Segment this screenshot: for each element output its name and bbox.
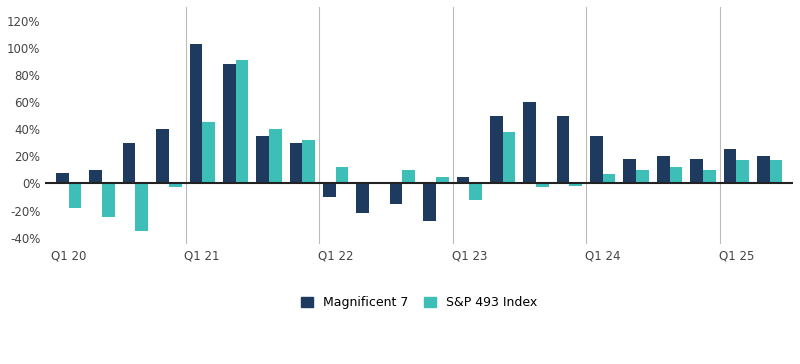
- Bar: [523, 102, 536, 183]
- Bar: [235, 60, 248, 183]
- Bar: [357, 183, 369, 213]
- Bar: [135, 183, 148, 231]
- Bar: [636, 170, 649, 183]
- Bar: [302, 140, 315, 183]
- Bar: [102, 183, 114, 217]
- Bar: [470, 183, 482, 200]
- Bar: [536, 183, 549, 187]
- Bar: [402, 170, 415, 183]
- Bar: [690, 159, 703, 183]
- Bar: [602, 174, 615, 183]
- Bar: [122, 143, 135, 183]
- Bar: [657, 156, 670, 183]
- Bar: [169, 183, 182, 187]
- Bar: [390, 183, 402, 204]
- Bar: [69, 183, 82, 208]
- Bar: [557, 115, 570, 183]
- Bar: [423, 183, 436, 221]
- Bar: [436, 177, 449, 183]
- Legend: Magnificent 7, S&P 493 Index: Magnificent 7, S&P 493 Index: [296, 291, 542, 314]
- Bar: [336, 167, 349, 183]
- Bar: [156, 129, 169, 183]
- Bar: [570, 183, 582, 186]
- Bar: [457, 177, 470, 183]
- Bar: [223, 64, 235, 183]
- Bar: [590, 136, 602, 183]
- Bar: [670, 167, 682, 183]
- Bar: [724, 150, 736, 183]
- Bar: [90, 170, 102, 183]
- Bar: [290, 143, 302, 183]
- Bar: [770, 160, 782, 183]
- Bar: [190, 44, 202, 183]
- Bar: [202, 122, 215, 183]
- Bar: [323, 183, 336, 197]
- Bar: [56, 173, 69, 183]
- Bar: [256, 136, 269, 183]
- Bar: [490, 115, 502, 183]
- Bar: [703, 170, 716, 183]
- Bar: [757, 156, 770, 183]
- Bar: [502, 132, 515, 183]
- Bar: [623, 159, 636, 183]
- Bar: [736, 160, 749, 183]
- Bar: [269, 129, 282, 183]
